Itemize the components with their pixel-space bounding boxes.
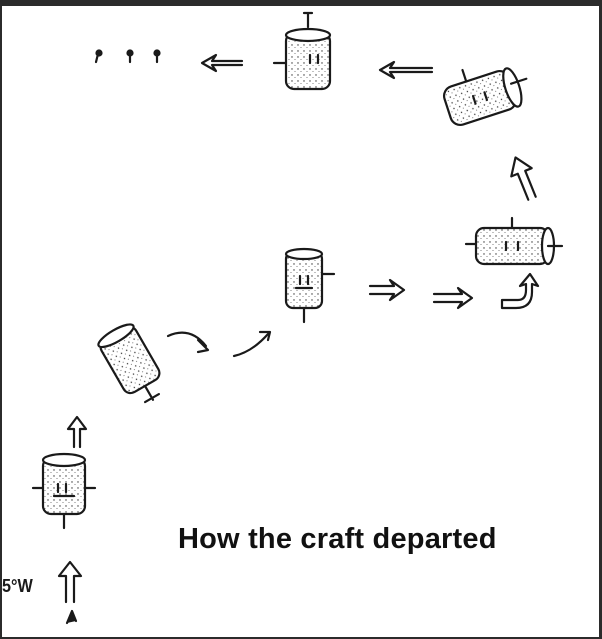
craft-icon (31, 452, 97, 530)
curved-arrow-icon (166, 331, 210, 354)
up-arrow-icon (66, 415, 88, 449)
curved-arrow-icon (232, 330, 272, 358)
sketch-canvas: How the craft departed 5°W (2, 6, 599, 637)
craft-icon (284, 247, 336, 324)
direction-note: 5°W (2, 576, 33, 596)
craft-icon (272, 11, 332, 91)
trailing-dot-icon (94, 49, 161, 64)
curved-arrow-icon (500, 272, 540, 310)
up-arrow-icon (510, 156, 537, 201)
craft-icon (97, 323, 161, 404)
left-arrow-icon (200, 53, 244, 73)
right-arrow-icon (432, 286, 474, 310)
craft-icon (442, 67, 528, 127)
caption-title: How the craft departed (178, 523, 497, 555)
left-arrow-icon (378, 60, 434, 80)
right-arrow-icon (368, 278, 406, 302)
up-arrow-icon (57, 560, 83, 604)
craft-icon (464, 216, 564, 266)
flight-path-drawing (31, 11, 564, 625)
launch-mark-icon (65, 609, 78, 625)
